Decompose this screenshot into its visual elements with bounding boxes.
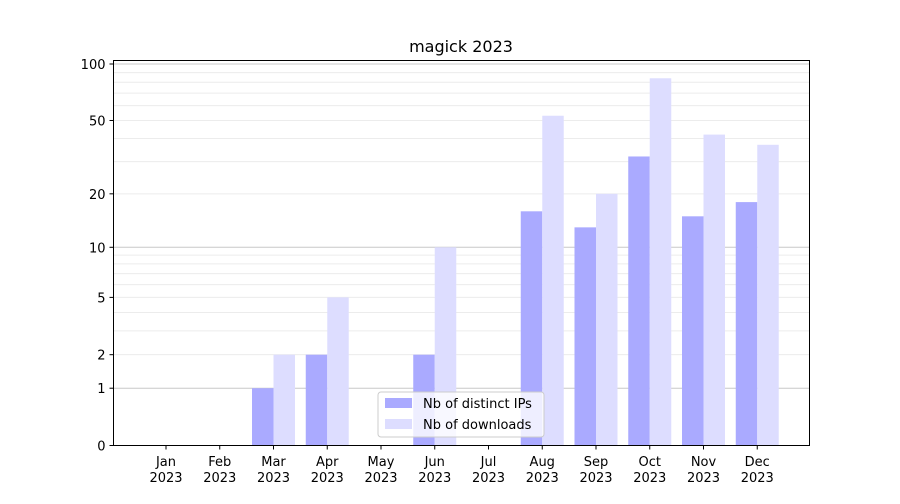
y-tick-label: 10 (89, 241, 106, 256)
y-tick-label: 100 (81, 58, 106, 73)
x-tick-label: Dec 2023 (741, 455, 774, 486)
bar-distinct-ips (574, 227, 596, 446)
x-tick-label: Feb 2023 (203, 455, 236, 486)
bar-downloads (273, 354, 295, 446)
plot-frame (113, 60, 810, 446)
x-tick-label: Aug 2023 (526, 455, 559, 486)
x-tick-label: Jan 2023 (149, 455, 182, 486)
x-tick-label: Jul 2023 (472, 455, 505, 486)
bar-distinct-ips (305, 354, 328, 446)
x-tick-label: Mar 2023 (257, 455, 290, 486)
bar-downloads (757, 144, 779, 446)
legend-label-downloads: Nb of downloads (423, 418, 532, 433)
x-tick-label: Nov 2023 (687, 455, 720, 486)
y-tick-label: 0 (97, 440, 105, 455)
bar-downloads (542, 115, 564, 446)
x-tick-label: May 2023 (364, 455, 397, 486)
bar-distinct-ips (628, 156, 650, 446)
bar-distinct-ips (252, 388, 274, 446)
x-tick-label: Jun 2023 (418, 455, 451, 486)
bar-distinct-ips (520, 211, 543, 446)
y-tick-label: 1 (97, 382, 105, 397)
bar-downloads (703, 134, 725, 446)
bar-distinct-ips (682, 216, 704, 446)
bar-downloads (649, 78, 672, 446)
y-tick-label: 2 (97, 349, 105, 364)
x-tick-label: Oct 2023 (633, 455, 666, 486)
bar-distinct-ips (735, 202, 758, 446)
legend: Nb of distinct IPs Nb of downloads (377, 391, 545, 438)
chart-title: magick 2023 (409, 37, 513, 56)
legend-label-ips: Nb of distinct IPs (423, 397, 532, 412)
legend-swatch-downloads (385, 419, 412, 429)
x-tick-label: Apr 2023 (311, 455, 344, 486)
y-tick-label: 50 (89, 114, 106, 129)
x-tick-label: Sep 2023 (579, 455, 612, 486)
bar-downloads (596, 193, 618, 446)
y-tick-label: 5 (97, 291, 105, 306)
legend-swatch-ips (385, 398, 412, 408)
bar-downloads (327, 297, 349, 446)
y-tick-label: 20 (89, 188, 106, 203)
